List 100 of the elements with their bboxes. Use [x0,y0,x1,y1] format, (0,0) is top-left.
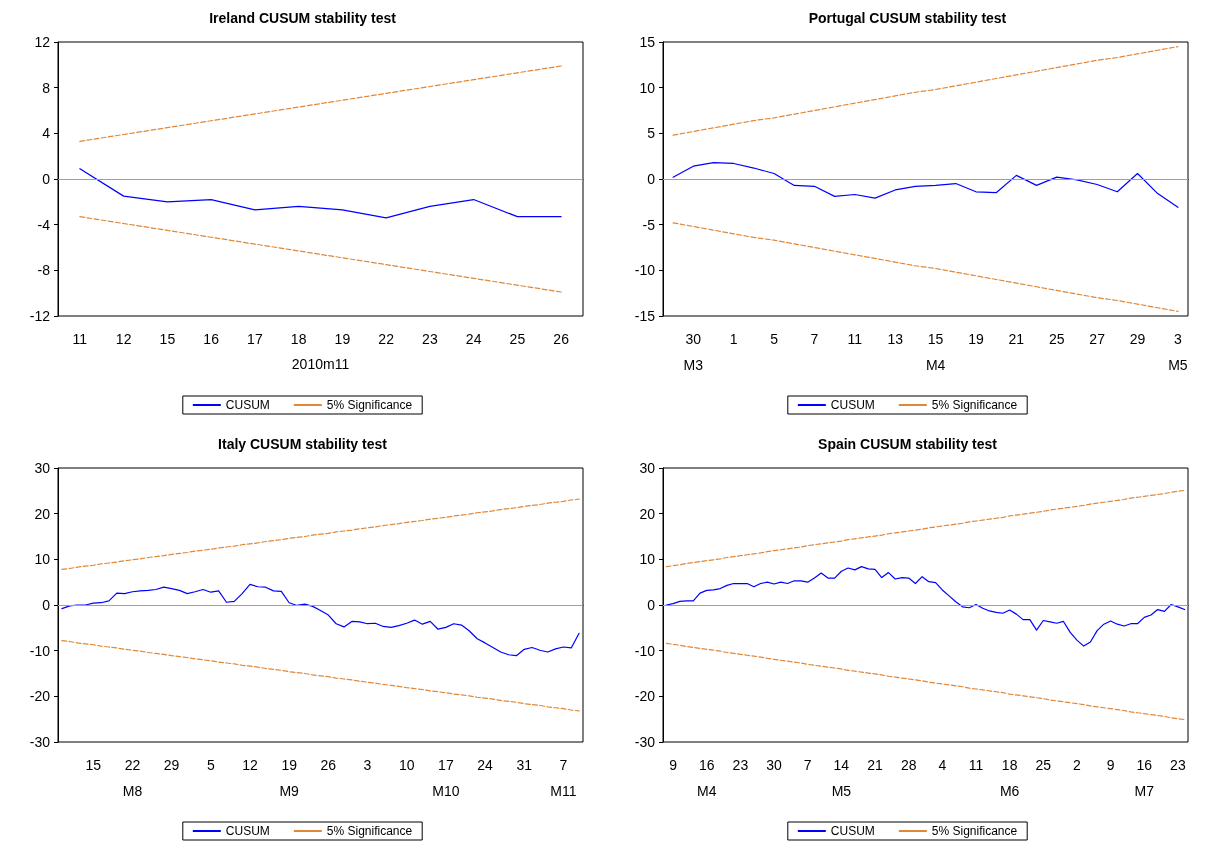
legend-label: 5% Significance [931,398,1018,412]
line-series [61,583,580,657]
x-tick-label: 29 [1129,331,1146,347]
y-tick-label: 4 [42,125,51,142]
x-tick-label: 18 M6 [999,757,1020,799]
x-tick-label: 12 [242,757,258,773]
line-series [61,498,580,570]
y-tick-label: -10 [29,642,51,659]
x-tick-label: 12 [115,331,132,347]
x-tick-label: 25 [1035,757,1052,773]
legend-label: 5% Significance [931,824,1018,838]
x-tick-label: 9 [669,757,678,773]
x-tick-label: 19 [968,331,984,347]
x-tick-label: 15 [159,331,176,347]
x-tick-label: 24 [465,331,482,347]
y-tick-label: 0 [42,597,51,613]
x-tick-label: 7 [803,757,812,773]
x-tick-label: 5 [206,757,215,773]
x-tick-label: 4 [938,757,947,773]
y-tick-label: 20 [639,505,656,522]
y-tick-label: -10 [634,642,656,659]
line-series [665,566,1186,647]
x-tick-label: 25 [1048,331,1065,347]
y-tick-label: -10 [634,262,656,279]
legend-label: 5% Significance [326,824,413,838]
y-tick-label: -4 [37,216,51,233]
x-tick-label: 1 [729,331,738,347]
x-tick-label: 21 [867,757,884,773]
x-tick-label: 7 [810,331,819,347]
x-tick-label: 19 M9 [279,757,300,799]
legend-label: CUSUM [830,398,875,412]
y-tick-label: 5 [647,125,656,142]
x-tick-label: 14 M5 [831,757,852,799]
y-tick-label: -15 [634,308,656,324]
line-series [79,65,562,142]
line-series [672,222,1179,313]
y-tick-label: 30 [34,460,51,476]
legend-label: CUSUM [830,824,875,838]
y-tick-label: 10 [639,551,656,568]
y-tick-label: -12 [29,308,51,324]
x-tick-label: 3 M5 [1168,331,1188,373]
y-tick-label: 0 [647,597,656,613]
y-tick-label: 0 [42,171,51,187]
x-tick-label: 11 [72,331,88,347]
legend-label: CUSUM [225,398,270,412]
chart-title: Italy CUSUM stability test [218,436,388,452]
x-tick-label: 11 [847,331,863,347]
x-tick-label: 26 [553,331,570,347]
y-tick-label: -20 [634,688,656,705]
legend-label: 5% Significance [326,398,413,412]
chart-title: Spain CUSUM stability test [818,436,998,452]
legend-label: CUSUM [225,824,270,838]
y-tick-label: 30 [639,460,656,476]
x-tick-label: 15 [85,757,102,773]
x-tick-label: 28 [900,757,917,773]
y-tick-label: 10 [639,79,656,96]
line-series [672,45,1179,136]
y-tick-label: 10 [34,551,51,568]
y-tick-label: -20 [29,688,51,705]
y-tick-label: 8 [42,79,51,96]
x-tick-label: 22 [378,331,395,347]
y-tick-label: -30 [29,734,51,750]
x-tick-label: 30 [766,757,783,773]
x-tick-label: 26 [320,757,337,773]
x-tick-label: 15 M4 [925,331,946,373]
x-tick-label: 5 [770,331,779,347]
x-tick-label: 31 [516,757,533,773]
y-tick-label: 20 [34,505,51,522]
x-tick-label: 9 [1106,757,1115,773]
chart-title: Portugal CUSUM stability test [808,10,1007,26]
y-tick-label: 15 [639,34,656,50]
x-tick-label: 29 [163,757,180,773]
x-tick-label: 2 [1073,757,1082,773]
line-series [79,168,562,219]
x-tick-label: 23 [732,757,749,773]
y-tick-label: -8 [37,262,51,279]
x-tick-label: 16 [203,331,220,347]
line-series [672,161,1179,208]
x-tick-label: 3 [363,757,372,773]
line-series [79,216,562,293]
x-tick-label: 25 [509,331,526,347]
x-axis-title: 2010m11 [291,355,350,372]
x-tick-label: 27 [1089,331,1106,347]
x-tick-label: 22 M8 [122,757,143,799]
line-series [665,489,1186,568]
x-tick-label: 18 [290,331,307,347]
y-tick-label: 0 [647,171,656,187]
x-tick-label: 17 [247,331,263,347]
x-tick-label: 16 M4 [697,757,717,799]
x-tick-label: 11 [968,757,984,773]
x-tick-label: 30 M3 [683,331,704,373]
x-tick-label: 17 M10 [432,757,460,799]
chart-title: Ireland CUSUM stability test [209,10,397,26]
x-tick-label: 13 [887,331,904,347]
y-tick-label: -30 [634,734,656,750]
x-tick-label: 16 M7 [1134,757,1155,799]
line-series [61,640,580,712]
x-tick-label: 10 [398,757,415,773]
y-tick-label: 12 [34,34,51,50]
x-tick-label: 23 [1170,757,1186,773]
